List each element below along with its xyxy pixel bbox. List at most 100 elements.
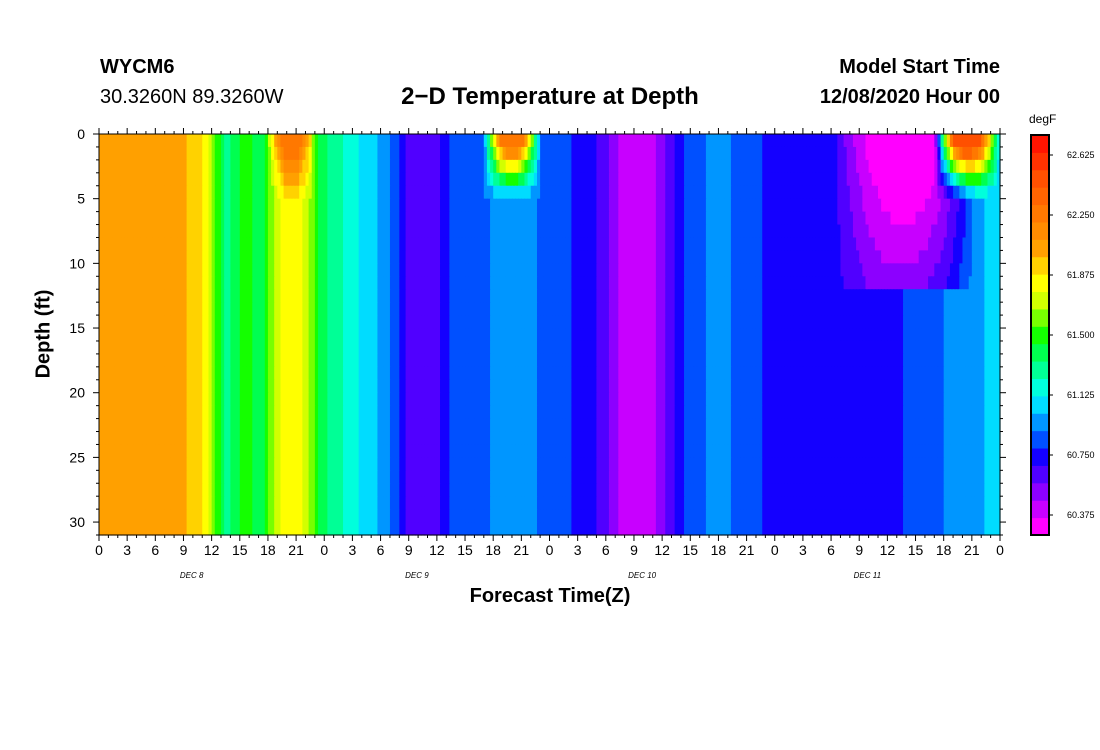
heatmap-cell: [993, 211, 998, 226]
heatmap-cell: [414, 315, 419, 329]
heatmap-cell: [124, 198, 128, 213]
heatmap-cell: [214, 276, 219, 290]
heatmap-cell: [383, 159, 388, 174]
heatmap-cell: [599, 237, 604, 252]
heatmap-cell: [399, 198, 404, 213]
heatmap-cell: [968, 134, 973, 148]
heatmap-cell: [258, 315, 263, 329]
heatmap-cell: [871, 276, 876, 290]
heatmap-cell: [493, 134, 497, 148]
heatmap-cell: [364, 237, 369, 252]
heatmap-cell: [677, 340, 682, 355]
heatmap-cell: [612, 159, 616, 174]
heatmap-cell: [111, 263, 116, 277]
heatmap-cell: [468, 237, 472, 252]
heatmap-cell: [987, 289, 992, 303]
heatmap-cell: [127, 211, 131, 226]
heatmap-cell: [465, 211, 469, 226]
heatmap-cell: [931, 289, 935, 303]
heatmap-cell: [208, 276, 213, 290]
heatmap-cell: [458, 211, 463, 226]
heatmap-cell: [99, 237, 103, 252]
heatmap-cell: [490, 198, 494, 213]
heatmap-cell: [702, 224, 707, 239]
heatmap-cell: [749, 263, 754, 277]
heatmap-cell: [856, 315, 860, 329]
heatmap-cell: [352, 159, 357, 174]
heatmap-cell: [164, 159, 169, 174]
heatmap-cell: [580, 328, 585, 342]
heatmap-cell: [843, 302, 848, 316]
heatmap-cell: [859, 237, 863, 252]
heatmap-cell: [968, 302, 973, 316]
heatmap-cell: [862, 172, 867, 187]
heatmap-cell: [809, 237, 813, 252]
heatmap-cell: [934, 315, 939, 329]
heatmap-cell: [440, 198, 444, 213]
heatmap-cell: [968, 276, 973, 290]
heatmap-cell: [612, 302, 616, 316]
heatmap-cell: [824, 159, 829, 174]
heatmap-cell: [427, 159, 432, 174]
heatmap-cell: [849, 315, 854, 329]
heatmap-cell: [170, 172, 175, 187]
heatmap-cell: [108, 328, 113, 342]
heatmap-cell: [665, 224, 669, 239]
heatmap-cell: [568, 340, 572, 355]
heatmap-cell: [640, 289, 644, 303]
heatmap-cell: [737, 263, 741, 277]
heatmap-cell: [352, 315, 357, 329]
heatmap-cell: [199, 185, 203, 200]
heatmap-cell: [693, 340, 698, 355]
heatmap-cell: [364, 198, 369, 213]
heatmap-cell: [496, 211, 501, 226]
heatmap-cell: [990, 315, 995, 329]
heatmap-cell: [652, 198, 657, 213]
heatmap-cell: [455, 340, 460, 355]
heatmap-cell: [662, 340, 666, 355]
heatmap-cell: [627, 302, 632, 316]
heatmap-cell: [621, 315, 626, 329]
heatmap-cell: [465, 263, 469, 277]
heatmap-cell: [518, 328, 522, 342]
heatmap-cell: [352, 237, 357, 252]
heatmap-cell: [981, 146, 985, 161]
heatmap-cell: [208, 263, 213, 277]
heatmap-cell: [361, 172, 366, 187]
heatmap-cell: [924, 159, 929, 174]
heatmap-cell: [167, 353, 172, 368]
heatmap-cell: [267, 237, 272, 252]
heatmap-cell: [799, 302, 804, 316]
heatmap-cell: [211, 172, 216, 187]
heatmap-cell: [183, 263, 188, 277]
heatmap-cell: [155, 237, 160, 252]
heatmap-cell: [827, 302, 832, 316]
heatmap-cell: [555, 340, 560, 355]
heatmap-cell: [305, 211, 310, 226]
heatmap-cell: [896, 198, 901, 213]
heatmap-cell: [881, 289, 885, 303]
heatmap-cell: [755, 172, 760, 187]
heatmap-cell: [752, 185, 757, 200]
heatmap-cell: [402, 276, 407, 290]
heatmap-cell: [152, 224, 156, 239]
heatmap-cell: [618, 211, 623, 226]
heatmap-cell: [120, 302, 125, 316]
heatmap-cell: [781, 263, 785, 277]
heatmap-cell: [152, 289, 156, 303]
heatmap-cell: [377, 224, 382, 239]
heatmap-cell: [981, 263, 985, 277]
heatmap-cell: [111, 353, 116, 368]
heatmap-cell: [959, 276, 964, 290]
heatmap-cell: [533, 289, 538, 303]
heatmap-cell: [887, 134, 892, 148]
heatmap-cell: [596, 146, 601, 161]
heatmap-cell: [705, 198, 710, 213]
heatmap-cell: [202, 340, 206, 355]
heatmap-cell: [277, 340, 282, 355]
heatmap-cell: [267, 340, 272, 355]
heatmap-cell: [486, 159, 491, 174]
heatmap-cell: [665, 134, 669, 148]
heatmap-cell: [771, 276, 776, 290]
heatmap-cell: [170, 224, 175, 239]
